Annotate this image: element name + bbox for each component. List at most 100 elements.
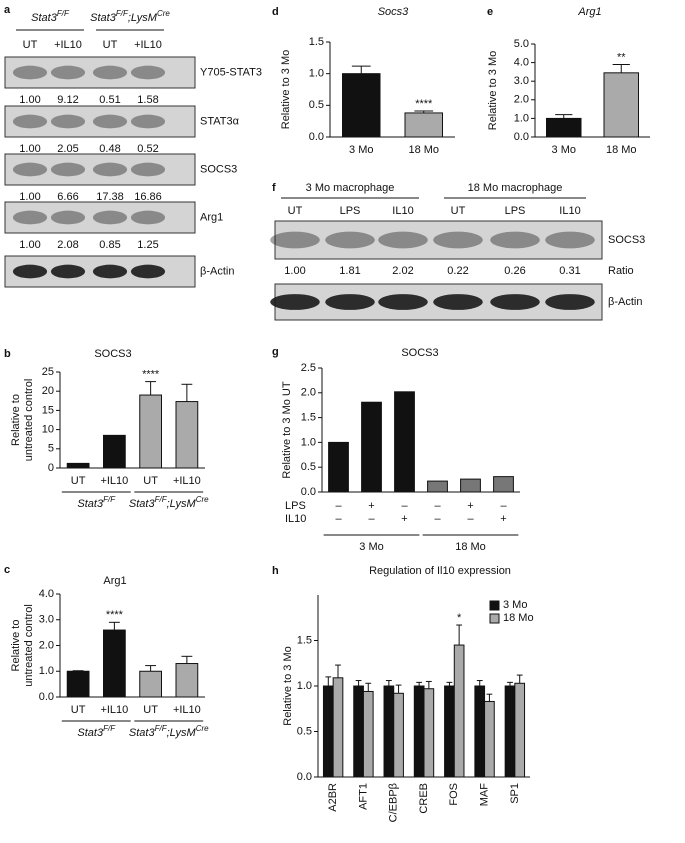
panel-letter: b [4, 348, 11, 360]
ratio-label: 16.86 [134, 191, 162, 203]
bar [444, 685, 455, 778]
band-signal [490, 294, 540, 310]
label-part: Stat3 [90, 12, 117, 24]
label-part: ;LysM [167, 498, 197, 510]
band-signal [12, 210, 48, 225]
group-label: Stat3F/F;LysMCre [129, 495, 209, 510]
condition-name: LPS [285, 500, 306, 512]
group-label: Stat3F/F;LysMCre [129, 724, 209, 739]
error-bar [335, 664, 341, 678]
error-bar [145, 381, 157, 396]
label-part: Cre [196, 495, 209, 504]
bar [103, 434, 126, 469]
blot-band [4, 153, 196, 186]
y-tick-label: 4.0 [514, 57, 529, 69]
ratio-label: 1.58 [137, 94, 158, 106]
x-tick-label: 18 Mo [408, 144, 439, 156]
column-label: +IL10 [134, 39, 162, 51]
bar [413, 685, 425, 778]
blot-band [274, 220, 603, 260]
y-tick-label: 0 [48, 462, 54, 474]
condition-sign: + [401, 513, 407, 525]
x-tick-label: +IL10 [173, 475, 201, 487]
y-tick-label: 20 [42, 385, 54, 397]
bar [332, 677, 344, 778]
panel-letter: e [487, 6, 493, 18]
column-label: UT [288, 205, 303, 217]
group-label: Stat3F/F [31, 9, 70, 24]
bar [460, 478, 481, 493]
bar [328, 441, 349, 493]
significance: * [457, 612, 462, 624]
error-bar [108, 621, 120, 631]
y-tick-label: 1.0 [39, 665, 54, 677]
label-part: F/F [103, 495, 116, 504]
x-tick-label: +IL10 [173, 704, 201, 716]
condition-sign: – [368, 513, 375, 525]
band-signal [92, 65, 128, 80]
y-tick-label: 15 [42, 404, 54, 416]
ratio-label: 0.31 [559, 265, 580, 277]
y-tick-label: 25 [42, 366, 54, 378]
error-bar [351, 65, 371, 74]
y-axis-label: untreated control [23, 379, 35, 462]
group-label: Stat3F/F [77, 724, 116, 739]
band-name: STAT3α [200, 115, 240, 127]
ratio-label: 0.85 [99, 239, 120, 251]
error-bar [612, 63, 630, 73]
panel-letter: c [4, 564, 10, 576]
band-signal [92, 210, 128, 225]
condition-sign: – [335, 500, 342, 512]
column-label: UT [451, 205, 466, 217]
band-signal [433, 231, 483, 249]
label-part: F/F [57, 9, 70, 18]
y-axis-label: Relative to 3 Mo UT [281, 381, 293, 478]
label-part: F/F [103, 724, 116, 733]
bar [484, 700, 495, 778]
error-bar [555, 114, 573, 119]
error-bar [145, 665, 157, 672]
error-bar [416, 681, 423, 686]
legend-swatch [489, 613, 500, 624]
label-part: Stat3 [31, 12, 58, 24]
panel-letter: d [272, 6, 279, 18]
significance: ** [617, 51, 626, 63]
band-name: SOCS3 [200, 163, 237, 175]
column-label: IL10 [392, 205, 413, 217]
bar [103, 629, 126, 698]
label-part: Stat3 [129, 727, 156, 739]
band-signal [50, 65, 86, 80]
ratio-label: 1.00 [19, 239, 40, 251]
y-axis-label: Relative to 3 Mo [487, 51, 499, 130]
band-signal [92, 114, 128, 129]
y-tick-label: 0.0 [514, 131, 529, 143]
condition-name: IL10 [285, 513, 306, 525]
x-tick-label: UT [143, 704, 158, 716]
blot-band [4, 201, 196, 234]
bar [353, 685, 364, 778]
bar [66, 670, 90, 698]
group-label: 18 Mo [455, 541, 486, 553]
bar [546, 117, 582, 138]
band-signal [490, 231, 540, 249]
condition-sign: – [434, 513, 441, 525]
x-tick-label: SP1 [509, 783, 521, 804]
y-axis-label: Relative to 3 Mo [282, 646, 294, 725]
x-tick-label: 3 Mo [349, 144, 373, 156]
bar [175, 401, 199, 469]
chart-title: Arg1 [103, 575, 126, 587]
band-signal [12, 114, 48, 129]
label-part: ;LysM [167, 727, 197, 739]
condition-sign: + [467, 500, 473, 512]
band-signal [50, 264, 86, 279]
group-label: 3 Mo [359, 541, 383, 553]
band-signal [130, 162, 166, 177]
band-signal [50, 114, 86, 129]
band-signal [378, 231, 428, 249]
ratio-label: 0.48 [99, 143, 120, 155]
y-tick-label: 0.5 [309, 99, 324, 111]
y-tick-label: 0.5 [297, 725, 312, 737]
band-signal [130, 65, 166, 80]
band-signal [130, 264, 166, 279]
